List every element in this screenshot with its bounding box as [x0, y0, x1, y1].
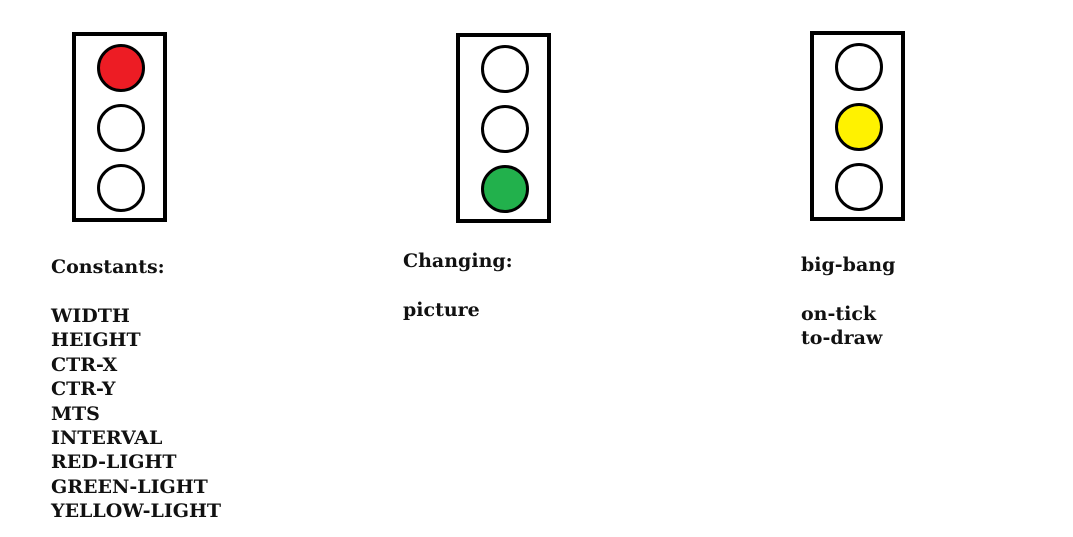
list-item: HEIGHT	[51, 329, 141, 352]
changing-list: picture	[403, 298, 513, 322]
list-item: CTR-Y	[51, 378, 116, 401]
traffic-light-green	[456, 33, 551, 223]
list-item: CTR-X	[51, 353, 118, 376]
list-item: GREEN-LIGHT	[51, 475, 208, 498]
changing-column: Changing: picture	[403, 249, 513, 322]
list-item: INTERVAL	[51, 427, 163, 450]
lamp-bottom	[97, 164, 145, 212]
list-item: to-draw	[801, 327, 883, 350]
changing-heading: Changing:	[403, 250, 513, 272]
big-bang-column: big-bang on-tick to-draw	[801, 253, 895, 351]
list-item: picture	[403, 299, 480, 321]
lamp-middle	[835, 103, 883, 151]
lamp-top	[97, 44, 145, 92]
traffic-light-red	[72, 32, 167, 222]
list-item: RED-LIGHT	[51, 451, 177, 474]
list-item: WIDTH	[51, 305, 130, 327]
big-bang-list: on-tick to-draw	[801, 302, 895, 351]
lamp-middle	[481, 105, 529, 153]
lamp-top	[835, 43, 883, 91]
lamp-middle	[97, 104, 145, 152]
big-bang-heading: big-bang	[801, 254, 896, 276]
list-item: YELLOW-LIGHT	[51, 500, 222, 523]
lamp-bottom	[835, 163, 883, 211]
lamp-top	[481, 45, 529, 93]
lamp-bottom	[481, 165, 529, 213]
constants-column: Constants: WIDTH HEIGHT CTR-X CTR-Y MTS …	[51, 255, 221, 524]
constants-heading: Constants:	[51, 256, 165, 278]
traffic-light-yellow	[810, 31, 905, 221]
constants-list: WIDTH HEIGHT CTR-X CTR-Y MTS INTERVAL RE…	[51, 304, 221, 524]
list-item: on-tick	[801, 303, 877, 325]
list-item: MTS	[51, 402, 100, 425]
